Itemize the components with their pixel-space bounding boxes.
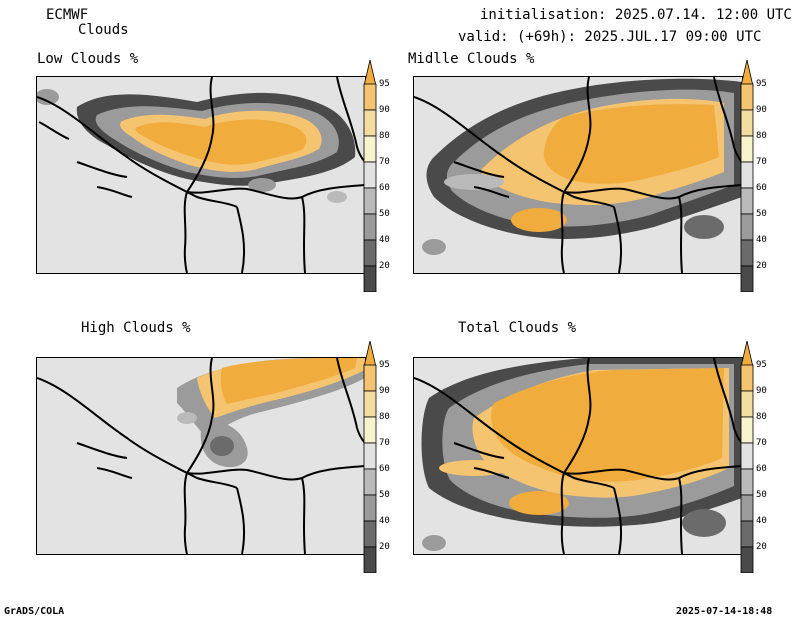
colorbar-label: 90 xyxy=(379,105,390,115)
colorbar-top-triangle xyxy=(740,60,754,87)
colorbar-box xyxy=(363,364,377,392)
colorbar-box xyxy=(363,83,377,111)
colorbar-box xyxy=(740,364,754,392)
colorbar-label: 20 xyxy=(379,542,390,552)
colorbar-box xyxy=(363,187,377,215)
colorbar-label: 80 xyxy=(756,131,767,141)
colorbar-label: 50 xyxy=(379,209,390,219)
colorbar-label: 80 xyxy=(379,131,390,141)
colorbar-top-triangle xyxy=(363,60,377,87)
map-panel-high-clouds xyxy=(36,357,366,555)
colorbar-label: 40 xyxy=(379,235,390,245)
colorbar-label: 60 xyxy=(756,183,767,193)
colorbar-box xyxy=(363,135,377,163)
colorbar-label: 50 xyxy=(379,490,390,500)
colorbar-label: 60 xyxy=(379,183,390,193)
panel-title-total: Total Clouds % xyxy=(458,320,577,336)
colorbar-box xyxy=(740,494,754,522)
map-panel-low-clouds xyxy=(36,76,366,274)
colorbar-label: 60 xyxy=(756,464,767,474)
footer-software: GrADS/COLA xyxy=(4,606,65,617)
colorbar-total: 95 90 80 70 60 50 40 20 xyxy=(740,341,780,573)
model-title: ECMWF xyxy=(46,7,89,23)
colorbar-box xyxy=(740,161,754,189)
colorbar-box xyxy=(363,265,377,292)
colorbar-label: 20 xyxy=(379,261,390,271)
colorbar-box xyxy=(363,109,377,137)
colorbar-label: 95 xyxy=(756,79,767,89)
colorbar-label: 70 xyxy=(379,157,390,167)
colorbar-box xyxy=(740,390,754,418)
colorbar-box xyxy=(740,83,754,111)
colorbar-box xyxy=(740,109,754,137)
colorbar-label: 40 xyxy=(379,516,390,526)
colorbar-box xyxy=(740,468,754,496)
colorbar-box xyxy=(363,494,377,522)
colorbar-label: 80 xyxy=(379,412,390,422)
colorbar-box xyxy=(740,135,754,163)
product-title: Clouds xyxy=(78,22,129,38)
colorbar-label: 60 xyxy=(379,464,390,474)
colorbar-low: 95 90 80 70 60 50 40 20 xyxy=(363,60,403,292)
colorbar-box xyxy=(363,546,377,573)
colorbar-top-triangle xyxy=(363,341,377,368)
colorbar-box xyxy=(363,213,377,241)
colorbar-label: 20 xyxy=(756,261,767,271)
colorbar-box xyxy=(363,520,377,548)
colorbar-box xyxy=(740,239,754,267)
borders-middle xyxy=(414,77,742,273)
valid-time: valid: (+69h): 2025.JUL.17 09:00 UTC xyxy=(458,29,762,45)
colorbar-label: 90 xyxy=(756,105,767,115)
colorbar-box xyxy=(363,161,377,189)
colorbar-box xyxy=(740,265,754,292)
init-time: initialisation: 2025.07.14. 12:00 UTC xyxy=(480,7,792,23)
colorbar-label: 40 xyxy=(756,516,767,526)
colorbar-label: 20 xyxy=(756,542,767,552)
colorbar-top-triangle xyxy=(740,341,754,368)
colorbar-box xyxy=(740,546,754,573)
cloud-field-low xyxy=(37,89,356,203)
colorbar-label: 70 xyxy=(379,438,390,448)
cloud-field-high xyxy=(177,358,365,468)
panel-title-low: Low Clouds % xyxy=(37,51,139,67)
colorbar-box xyxy=(363,416,377,444)
footer-timestamp: 2025-07-14-18:48 xyxy=(676,606,773,617)
colorbar-label: 90 xyxy=(379,386,390,396)
panel-title-middle: Midlle Clouds % xyxy=(408,51,535,67)
colorbar-label: 95 xyxy=(756,360,767,370)
colorbar-box xyxy=(363,390,377,418)
colorbar-box xyxy=(740,416,754,444)
colorbar-box xyxy=(740,187,754,215)
colorbar-middle: 95 90 80 70 60 50 40 20 xyxy=(740,60,780,292)
colorbar-label: 95 xyxy=(379,79,390,89)
colorbar-label: 95 xyxy=(379,360,390,370)
panel-title-high: High Clouds % xyxy=(81,320,191,336)
colorbar-label: 50 xyxy=(756,490,767,500)
colorbar-box xyxy=(740,442,754,470)
borders-low xyxy=(37,77,365,273)
colorbar-label: 40 xyxy=(756,235,767,245)
colorbar-high: 95 90 80 70 60 50 40 20 xyxy=(363,341,403,573)
map-panel-middle-clouds xyxy=(413,76,743,274)
colorbar-label: 50 xyxy=(756,209,767,219)
colorbar-label: 70 xyxy=(756,438,767,448)
map-panel-total-clouds xyxy=(413,357,743,555)
colorbar-box xyxy=(363,468,377,496)
colorbar-label: 80 xyxy=(756,412,767,422)
colorbar-label: 70 xyxy=(756,157,767,167)
colorbar-box xyxy=(740,213,754,241)
borders-total xyxy=(414,358,742,554)
cloud-field-total xyxy=(421,358,742,551)
colorbar-label: 90 xyxy=(756,386,767,396)
colorbar-box xyxy=(363,239,377,267)
colorbar-box xyxy=(363,442,377,470)
colorbar-box xyxy=(740,520,754,548)
